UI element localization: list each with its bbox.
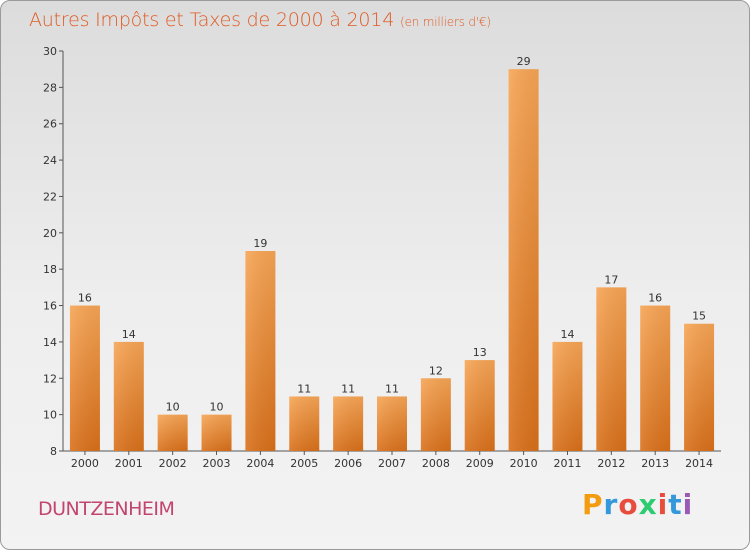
chart-title: Autres Impôts et Taxes de 2000 à 2014 (en… <box>29 9 491 31</box>
x-tick-label: 2003 <box>203 457 231 470</box>
x-tick-label: 2006 <box>334 457 362 470</box>
data-label: 16 <box>78 292 92 305</box>
data-label: 15 <box>692 310 706 323</box>
bars <box>69 69 715 451</box>
logo-letter: P <box>582 488 604 521</box>
data-label: 10 <box>166 401 180 414</box>
x-tick-label: 2009 <box>466 457 494 470</box>
x-tick-label: 2007 <box>378 457 406 470</box>
y-tick-label: 28 <box>43 81 57 94</box>
y-tick-label: 22 <box>43 190 57 203</box>
bar-shade <box>245 251 276 451</box>
y-tick-label: 24 <box>43 154 57 167</box>
proxiti-logo: Proxiti <box>582 488 693 521</box>
bar-shade <box>552 341 583 451</box>
bar-shade <box>157 414 188 451</box>
y-tick-label: 26 <box>43 118 57 131</box>
data-label: 29 <box>517 55 531 68</box>
data-label: 17 <box>604 273 618 286</box>
y-tick-label: 30 <box>43 45 57 58</box>
bar-shade <box>113 341 144 451</box>
bar-shade <box>201 414 232 451</box>
x-tick-label: 2001 <box>115 457 143 470</box>
logo-letter: i <box>657 488 669 521</box>
logo-letter: i <box>682 488 694 521</box>
chart-title-text: Autres Impôts et Taxes de 2000 à 2014 <box>29 9 395 31</box>
bar-shade <box>69 305 100 451</box>
x-tick-label: 2004 <box>246 457 274 470</box>
data-label: 11 <box>297 382 311 395</box>
y-tick-label: 16 <box>43 300 57 313</box>
bar-shade <box>420 378 451 451</box>
data-label: 14 <box>122 328 136 341</box>
bar-shade <box>508 69 539 451</box>
x-tick-label: 2012 <box>597 457 625 470</box>
data-labels: 16 14 10 10 19 11 11 11 12 13 29 14 17 16 15 <box>78 55 706 413</box>
logo-letter: o <box>618 488 639 521</box>
x-tick-label: 2008 <box>422 457 450 470</box>
y-tick-label: 18 <box>43 263 57 276</box>
bar-shade <box>289 396 320 451</box>
bar-shade <box>377 396 407 451</box>
data-label: 19 <box>253 237 267 250</box>
data-label: 16 <box>648 292 662 305</box>
y-tick-label: 14 <box>43 336 57 349</box>
bar-shade <box>464 360 495 451</box>
logo-letter: t <box>668 488 683 521</box>
data-label: 12 <box>429 364 443 377</box>
y-tick-label: 20 <box>43 227 57 240</box>
x-tick-label: 2013 <box>641 457 669 470</box>
chart-subtitle: (en milliers d'€) <box>400 15 491 29</box>
data-label: 14 <box>560 328 574 341</box>
x-tick-label: 2014 <box>685 457 713 470</box>
bar-shade <box>640 305 671 451</box>
logo-letter: x <box>638 488 658 521</box>
x-tick-label: 2010 <box>510 457 538 470</box>
x-tick-label: 2011 <box>553 457 581 470</box>
x-tick-label: 2002 <box>159 457 187 470</box>
bar-shade <box>684 323 715 451</box>
y-tick-label: 12 <box>43 372 57 385</box>
bar-shade <box>596 287 627 451</box>
y-tick-label: 10 <box>43 409 57 422</box>
logo-letter: r <box>603 488 619 521</box>
commune-name: DUNTZENHEIM <box>38 498 175 520</box>
data-label: 13 <box>473 346 487 359</box>
x-tick-label: 2005 <box>290 457 318 470</box>
data-label: 10 <box>210 401 224 414</box>
bar-shade <box>333 396 364 451</box>
x-tick-label: 2000 <box>71 457 99 470</box>
data-label: 11 <box>341 382 355 395</box>
y-tick-label: 8 <box>50 445 57 458</box>
data-label: 11 <box>385 382 399 395</box>
